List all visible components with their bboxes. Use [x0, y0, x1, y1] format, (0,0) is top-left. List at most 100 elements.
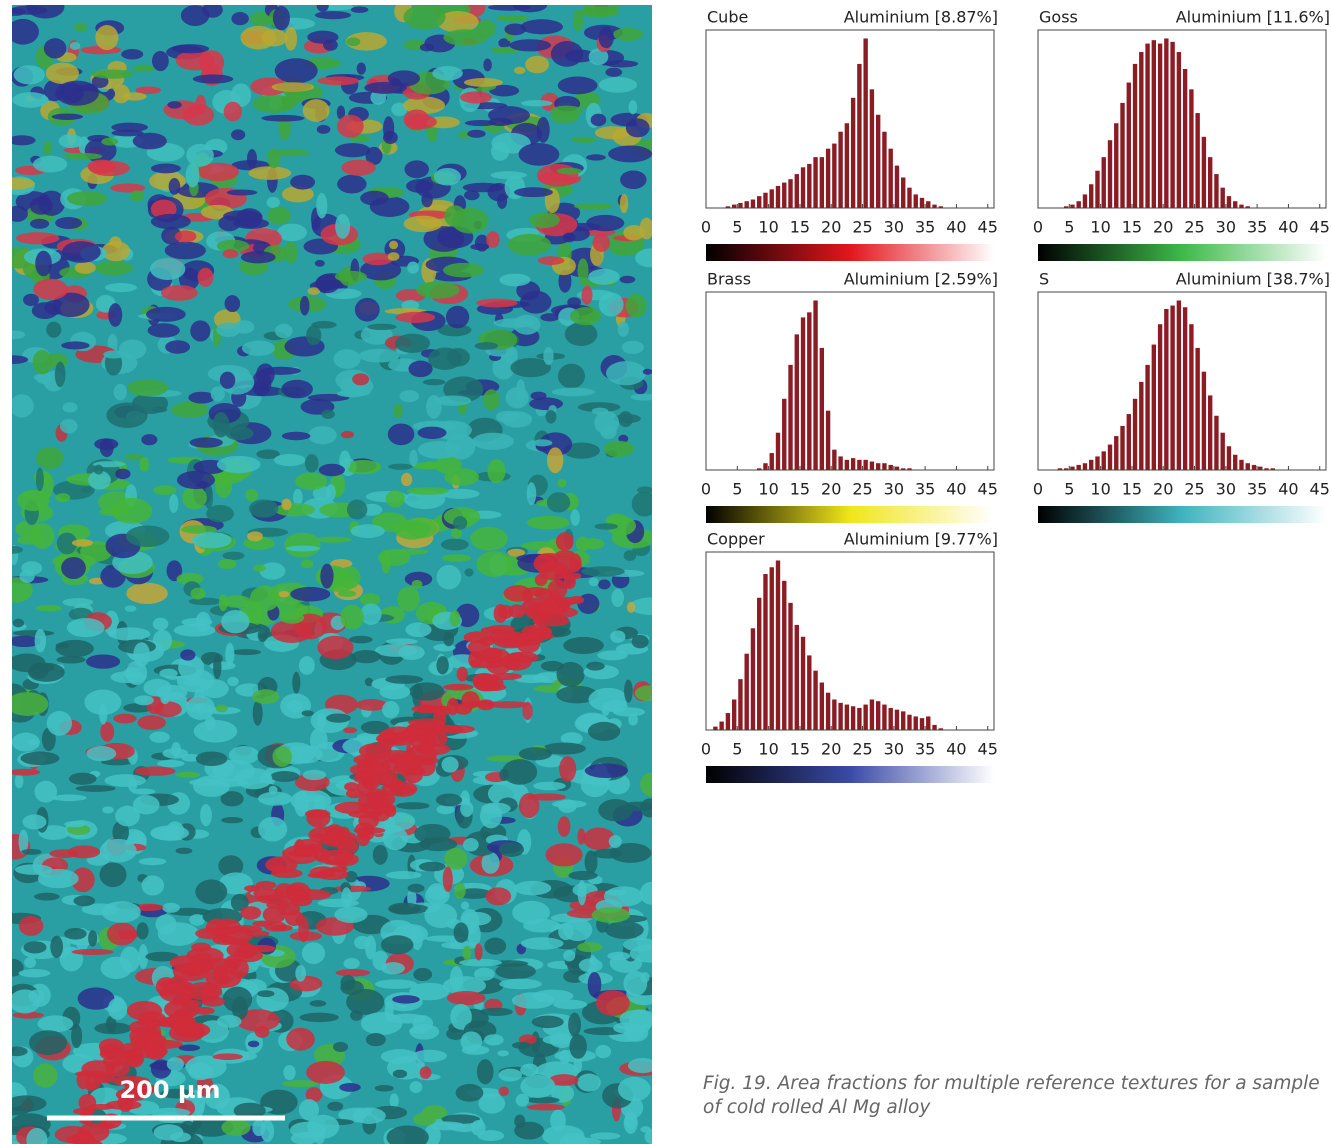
map-grain: [501, 652, 532, 671]
map-grain: [547, 447, 564, 474]
map-grain: [472, 672, 497, 688]
map-grain: [421, 191, 433, 208]
histogram-bar: [1164, 308, 1169, 470]
map-grain: [256, 894, 292, 904]
map-grain: [385, 871, 422, 880]
chart-title: Copper: [707, 530, 765, 549]
map-grain: [124, 605, 137, 612]
map-grain: [45, 62, 79, 84]
map-grain: [470, 526, 508, 551]
map-grain: [317, 898, 359, 908]
map-grain: [281, 431, 311, 441]
map-grain: [404, 160, 429, 179]
map-grain: [379, 684, 411, 700]
map-grain: [56, 655, 86, 664]
map-grain: [12, 692, 49, 716]
map-grain: [135, 86, 161, 95]
map-grain: [93, 464, 104, 475]
map-grain: [498, 842, 524, 857]
map-grain: [453, 516, 468, 530]
map-grain: [133, 642, 151, 667]
map-grain: [166, 560, 183, 582]
x-tick-label: 35: [915, 740, 935, 759]
map-grain: [429, 1121, 466, 1131]
x-tick-label: 0: [1033, 480, 1043, 499]
map-grain: [449, 941, 462, 949]
histogram-bar: [738, 202, 743, 208]
map-grain: [605, 67, 623, 77]
map-grain: [77, 987, 115, 1010]
histogram-bar: [807, 163, 812, 208]
map-grain: [441, 1114, 480, 1124]
map-grain: [152, 617, 169, 631]
map-grain: [201, 996, 225, 1007]
map-grain: [477, 699, 495, 711]
map-grain: [132, 795, 160, 815]
histogram-bar: [882, 704, 887, 730]
x-tick-label: 25: [1184, 218, 1204, 237]
map-grain: [613, 414, 641, 424]
map-grain: [259, 562, 286, 580]
map-grain: [464, 190, 480, 201]
map-grain: [176, 572, 204, 585]
map-grain: [74, 261, 96, 274]
map-grain: [443, 631, 455, 647]
map-grain: [141, 875, 165, 896]
histogram-bar: [894, 466, 900, 470]
map-grain: [389, 1093, 399, 1109]
histogram-bar: [894, 165, 900, 208]
histogram-bar: [1132, 63, 1138, 209]
map-grain: [76, 1138, 103, 1144]
map-grain: [182, 963, 201, 977]
map-grain: [385, 638, 418, 645]
map-grain: [182, 486, 207, 510]
map-grain: [160, 284, 198, 301]
x-tick-label: 10: [1090, 218, 1110, 237]
map-grain: [36, 446, 64, 470]
x-tick-label: 0: [701, 480, 711, 499]
x-tick-label: 30: [1216, 218, 1236, 237]
map-grain: [530, 391, 547, 400]
map-grain: [588, 48, 609, 66]
map-grain: [216, 322, 241, 338]
map-grain: [307, 393, 350, 402]
map-grain: [326, 713, 351, 723]
map-grain: [338, 566, 361, 589]
map-grain: [190, 320, 211, 342]
map-grain: [197, 267, 214, 287]
map-grain: [215, 475, 232, 498]
x-tick-label: 30: [884, 218, 904, 237]
map-grain: [340, 980, 364, 996]
map-grain: [360, 259, 402, 281]
histogram-bar: [1107, 140, 1113, 208]
x-tick-label: 5: [732, 740, 742, 759]
map-grain: [441, 554, 472, 562]
histogram-bar: [1076, 201, 1081, 208]
histogram-bar: [800, 636, 806, 730]
map-grain: [407, 487, 450, 495]
map-grain: [261, 114, 305, 122]
map-grain: [289, 931, 322, 942]
map-grain: [255, 880, 277, 890]
histogram-bar: [1226, 446, 1232, 470]
map-grain: [305, 1087, 323, 1103]
map-grain: [542, 742, 586, 755]
map-grain: [121, 48, 144, 60]
map-grain: [132, 132, 167, 150]
histogram-bar: [819, 347, 825, 470]
map-grain: [336, 839, 359, 854]
map-grain: [171, 999, 202, 1007]
histogram-bar: [1145, 43, 1150, 208]
map-grain: [507, 233, 552, 256]
map-grain: [460, 1031, 483, 1052]
map-grain: [487, 780, 529, 807]
histogram-bar: [838, 131, 843, 208]
map-grain: [345, 870, 358, 883]
map-grain: [290, 1121, 327, 1139]
map-grain: [298, 1099, 320, 1121]
map-grain: [569, 595, 585, 605]
x-tick-label: 25: [852, 740, 872, 759]
map-grain: [442, 262, 485, 278]
map-grain: [462, 182, 504, 193]
map-grain: [489, 84, 520, 97]
